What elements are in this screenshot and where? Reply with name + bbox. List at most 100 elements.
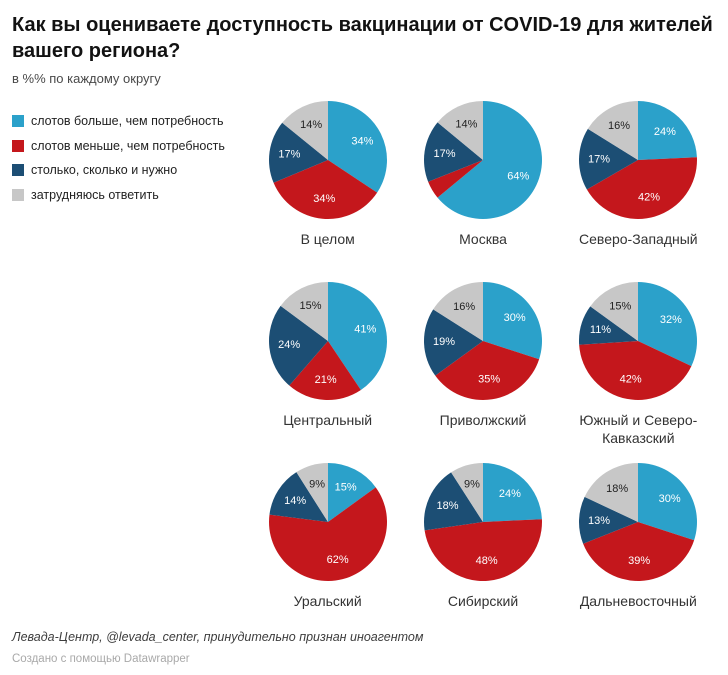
pie-slice [428, 160, 483, 198]
pie-slice [280, 282, 328, 341]
pie-slice-label: 14% [284, 495, 306, 507]
pie-slice-label: 21% [314, 374, 336, 386]
pie-title: Москва [459, 231, 507, 247]
pie-slice-label: 35% [478, 374, 500, 386]
legend-label: слотов меньше, чем потребность [31, 138, 225, 153]
pie-slice [451, 463, 483, 522]
pie-slice [579, 306, 639, 345]
legend-label: слотов больше, чем потребность [31, 114, 224, 128]
pie-slice [638, 101, 698, 160]
pie-slice [327, 101, 387, 193]
legend-item: слотов больше, чем потребность [12, 114, 250, 130]
pie-slice [482, 282, 542, 360]
pie-slice [482, 463, 542, 522]
pie-title: Центральный [283, 412, 373, 428]
pie-cell: 30% 39% 13% 18% Дальневосточный [561, 462, 716, 643]
pie-slice [583, 522, 695, 582]
pie-slice [423, 309, 483, 376]
pie-title: Приволжский [439, 412, 527, 428]
pie-slice [268, 487, 387, 582]
pie-chart-sibirsky: 24% 48% 18% 9% [423, 462, 543, 582]
pie-slice [588, 101, 639, 160]
chart-grid: слотов больше, чем потребность слотов ме… [12, 100, 716, 643]
pie-slice [268, 122, 328, 183]
pie-cell: 24% 42% 17% 16% Северо-Западный [561, 100, 716, 281]
pie-cell: 41% 21% 24% 15% Центральный [250, 281, 405, 462]
pie-slice-label: 34% [313, 193, 335, 205]
pie-slice [437, 101, 483, 160]
pie-slice [638, 282, 698, 367]
pie-slice-label: 16% [453, 301, 475, 313]
pie-chart-privolzhsky: 30% 35% 19% 16% [423, 281, 543, 401]
legend-swatch-navy [12, 164, 24, 177]
pie-slice-label: 9% [464, 479, 480, 491]
chart-title: Как вы оцениваете доступность вакцинации… [12, 14, 713, 62]
pie-slice-label: 30% [504, 312, 526, 324]
pie-slice [296, 463, 328, 522]
pie-slice-label: 18% [606, 483, 628, 495]
pie-slice-label: 16% [608, 120, 630, 132]
pie-cell: 15% 62% 14% 9% Уральский [250, 462, 405, 643]
legend-item: слотов меньше, чем потребность [12, 139, 250, 155]
legend-item: столько, сколько и нужно [12, 163, 250, 179]
pie-slice-label: 42% [620, 373, 642, 385]
chart-subtitle: в %% по каждому округу [12, 71, 161, 86]
datawrapper-credit: Создано с помощью Datawrapper [12, 653, 190, 665]
pie-chart-tsentralny: 41% 21% 24% 15% [268, 281, 388, 401]
pie-slice-label: 64% [507, 171, 529, 183]
pie-chart-severo-zapadny: 24% 42% 17% 16% [578, 100, 698, 220]
legend-label: столько, сколько и нужно [31, 163, 178, 178]
pie-slice [269, 472, 328, 522]
pie-chart-moskva: 64% 17% 14% [423, 100, 543, 220]
pie-slice-label: 17% [278, 148, 300, 160]
source-note: Левада-Центр, @levada_center, принудител… [12, 630, 424, 644]
pie-title: Южный и Северо-Кавказский [579, 412, 698, 446]
pie-slice [638, 463, 698, 541]
pie-slice-label: 30% [659, 493, 681, 505]
legend-item: затрудняюсь ответить [12, 188, 250, 204]
pie-chart-uralsky: 15% 62% 14% 9% [268, 462, 388, 582]
pie-slice [268, 305, 328, 386]
pie-chart-yuzhny: 32% 42% 11% 15% [578, 281, 698, 401]
pie-slice-label: 32% [660, 314, 682, 326]
pie-cell: 64% 17% 14% Москва [405, 100, 560, 281]
pie-slice [327, 282, 387, 390]
pie-title: Сибирский [447, 593, 519, 609]
pie-slice-label: 19% [433, 336, 455, 348]
pie-slice [584, 463, 639, 522]
pie-title: В целом [300, 231, 355, 247]
pie-title: Уральский [293, 593, 362, 609]
pie-chart-dalnevostochny: 30% 39% 13% 18% [578, 462, 698, 582]
pie-slice [587, 157, 698, 220]
pie-slice-label: 41% [354, 324, 376, 336]
pie-slice-label: 24% [654, 126, 676, 138]
pie-slice [579, 341, 692, 400]
pie-slice [327, 463, 376, 522]
pie-slice-label: 17% [433, 148, 455, 160]
pie-slice [437, 101, 542, 219]
pie-slice-label: 48% [476, 555, 498, 567]
pie-slice-label: 42% [638, 191, 660, 203]
pie-slice-label: 11% [590, 324, 611, 336]
pie-slice [281, 101, 328, 160]
pie-slice-label: 39% [628, 555, 650, 567]
pie-slice [424, 519, 542, 581]
pie-cell: 32% 42% 11% 15% Южный и Северо-Кавказский [561, 281, 716, 462]
pie-slice-label: 15% [334, 481, 356, 493]
pie-slice-label: 17% [588, 153, 610, 165]
legend-swatch-blue [12, 115, 24, 127]
pie-slice-label: 13% [588, 515, 610, 527]
legend-swatch-red [12, 139, 24, 152]
pie-chart-v-tselom: 34% 34% 17% 14% [268, 100, 388, 220]
pie-slice [579, 128, 639, 190]
legend-label: затрудняюсь ответить [31, 187, 159, 202]
pie-cell: 30% 35% 19% 16% Приволжский [405, 281, 560, 462]
pie-slice-label: 14% [455, 119, 477, 131]
footer: Левада-Центр, @levada_center, принудител… [12, 630, 423, 665]
pie-slice [435, 341, 540, 400]
pie-slice [579, 496, 639, 544]
pie-slice-label: 15% [299, 300, 321, 312]
pie-title: Северо-Западный [579, 231, 698, 247]
pie-slice-label: 15% [610, 300, 632, 312]
